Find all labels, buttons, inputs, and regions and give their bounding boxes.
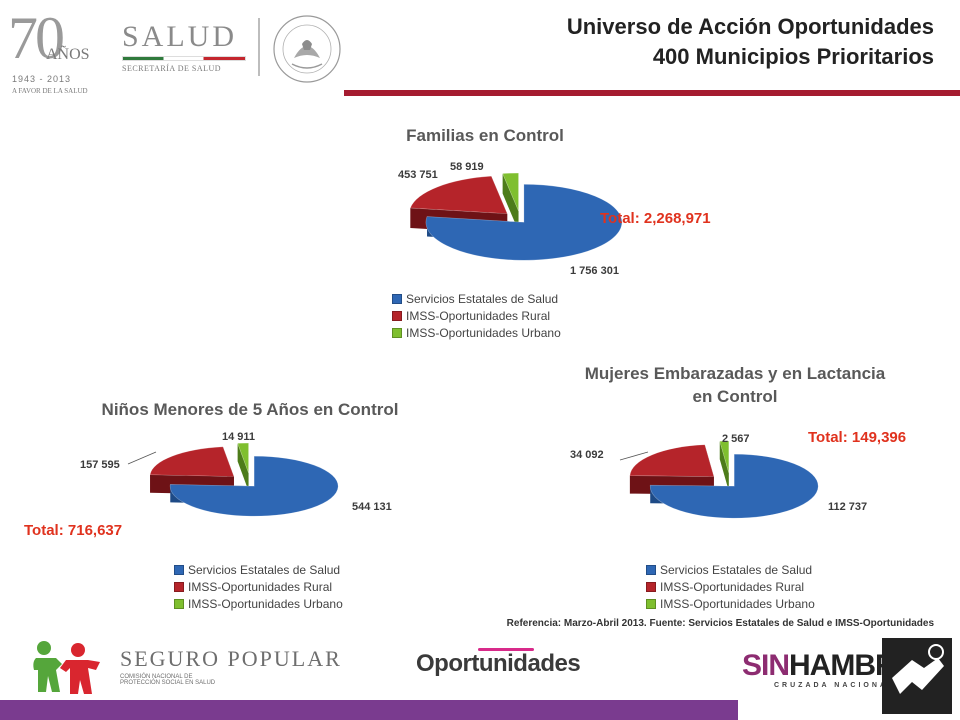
data-label-slice-rural: 157 595 — [80, 459, 120, 471]
slice-wall — [502, 173, 519, 232]
legend-swatch-red — [392, 310, 402, 321]
sinhambre-hands-icon — [882, 638, 952, 714]
legend-label: IMSS-Oportunidades Rural — [188, 579, 333, 594]
page-title: Universo de Acción Oportunidades 400 Mun… — [567, 12, 934, 72]
legend-label: IMSS-Oportunidades Rural — [660, 579, 805, 594]
chart-familias-total: Total: 2,268,971 — [600, 210, 711, 227]
reference-note: Referencia: Marzo-Abril 2013. Fuente: Se… — [506, 618, 934, 629]
chart-mujeres-title-line1: Mujeres Embarazadas y en Lactancia — [584, 364, 886, 383]
data-label-leader — [127, 451, 157, 465]
legend-item-servicios: Servicios Estatales de Salud — [392, 290, 561, 307]
sinhambre-sin: SIN — [742, 649, 790, 682]
seguro-popular-sub2: PROTECCIÓN SOCIAL EN SALUD — [120, 680, 216, 686]
data-label-slice-servicios: 544 131 — [352, 501, 392, 513]
legend-swatch-blue — [646, 564, 656, 575]
mexico-seal-icon — [273, 15, 341, 83]
slice-top — [149, 446, 235, 477]
slice-wall — [719, 441, 729, 492]
slice-top — [649, 453, 819, 519]
chart-ninos-title: Niños Menores de 5 Años en Control — [101, 400, 399, 419]
page-title-line2: 400 Municipios Prioritarios — [652, 44, 934, 69]
chart-mujeres-title: Mujeres Embarazadas y en Lactancia en Co… — [540, 364, 930, 407]
logo-70-number: 70 — [8, 5, 65, 71]
slice-top — [409, 175, 508, 215]
data-label-slice-urbano: 14 911 — [222, 431, 255, 443]
legend-swatch-green — [174, 598, 184, 609]
pie-slice-servicios — [425, 183, 623, 261]
legend-label: Servicios Estatales de Salud — [660, 562, 813, 577]
pie-slice-urbano — [237, 442, 249, 492]
seguro-popular-name: SEGURO POPULAR — [120, 646, 342, 671]
title-rule — [344, 90, 960, 96]
legend-label: Servicios Estatales de Salud — [188, 562, 341, 577]
legend-item-rural: IMSS-Oportunidades Rural — [392, 307, 561, 324]
chart-mujeres-pie: 112 737 34 092 2 567 — [570, 433, 867, 519]
chart-familias-pie: 1 756 301 453 751 58 919 — [398, 161, 623, 277]
salud-logo-flag-bar — [122, 56, 246, 61]
sinhambre-cruzada: CRUZADA NACIONAL — [774, 682, 896, 689]
legend-item-rural: IMSS-Oportunidades Rural — [646, 578, 815, 595]
data-label-slice-rural: 34 092 — [570, 449, 604, 461]
header-divider — [258, 18, 260, 76]
chart-ninos-pie: 544 131 157 595 14 911 — [80, 431, 392, 517]
slice-top — [502, 172, 519, 212]
pie-slice-urbano — [719, 440, 730, 492]
legend-swatch-green — [392, 327, 402, 338]
slice-top — [425, 183, 623, 261]
logo-70-word: AÑOS — [46, 46, 90, 63]
oportunidades-accent — [478, 648, 534, 651]
bottom-bar — [0, 700, 738, 720]
seguro-popular-logo: SEGURO POPULAR COMISIÓN NACIONAL DE PROT… — [120, 646, 342, 686]
page-title-line1: Universo de Acción Oportunidades — [566, 14, 934, 39]
legend-item-urbano: IMSS-Oportunidades Urbano — [174, 595, 343, 612]
salud-logo-name: SALUD — [122, 20, 238, 53]
seguro-popular-sub1: COMISIÓN NACIONAL DE — [120, 674, 193, 680]
chart-familias-title: Familias en Control — [406, 126, 564, 145]
oportunidades-logo: Oportunidades — [416, 650, 581, 677]
legend-item-servicios: Servicios Estatales de Salud — [646, 561, 815, 578]
chart-familias-legend: Servicios Estatales de Salud IMSS-Oportu… — [392, 290, 561, 341]
chart-mujeres-title-line2: en Control — [692, 387, 778, 406]
slice-top — [719, 440, 730, 474]
data-label-slice-servicios: 1 756 301 — [570, 265, 619, 277]
logo-70-anos: 70 AÑOS 1943 - 2013 A FAVOR DE LA SALUD — [8, 8, 94, 96]
legend-swatch-red — [646, 581, 656, 592]
chart-ninos-legend: Servicios Estatales de Salud IMSS-Oportu… — [174, 561, 343, 612]
chart-mujeres-legend: Servicios Estatales de Salud IMSS-Oportu… — [646, 561, 815, 612]
legend-label: IMSS-Oportunidades Urbano — [188, 596, 343, 611]
logo-70-years: 1943 - 2013 — [12, 74, 72, 84]
pie-slice-servicios — [169, 455, 339, 517]
legend-swatch-blue — [392, 293, 402, 304]
salud-logo: SALUD SECRETARÍA DE SALUD — [122, 22, 246, 73]
logo-70-tagline: A FAVOR DE LA SALUD — [12, 87, 88, 95]
legend-label: IMSS-Oportunidades Urbano — [406, 325, 561, 340]
legend-item-urbano: IMSS-Oportunidades Urbano — [392, 324, 561, 341]
chart-ninos-total: Total: 716,637 — [24, 522, 123, 539]
data-label-slice-urbano: 58 919 — [450, 161, 484, 173]
slice-top — [629, 444, 715, 477]
chart-mujeres-total: Total: 149,396 — [808, 429, 907, 446]
legend-label: IMSS-Oportunidades Rural — [406, 308, 551, 323]
legend-item-rural: IMSS-Oportunidades Rural — [174, 578, 343, 595]
legend-item-urbano: IMSS-Oportunidades Urbano — [646, 595, 815, 612]
legend-swatch-red — [174, 581, 184, 592]
legend-label: IMSS-Oportunidades Urbano — [660, 596, 815, 611]
legend-label: Servicios Estatales de Salud — [406, 291, 559, 306]
seguro-popular-figures-icon — [33, 641, 100, 694]
legend-item-servicios: Servicios Estatales de Salud — [174, 561, 343, 578]
pie-slice-servicios — [649, 453, 819, 519]
data-label-leader — [619, 451, 649, 461]
slice-wall — [237, 443, 249, 492]
slice-top — [237, 442, 249, 474]
slice-top — [169, 455, 339, 517]
data-label-slice-urbano: 2 567 — [722, 433, 750, 445]
salud-logo-subtitle: SECRETARÍA DE SALUD — [122, 64, 222, 73]
legend-swatch-green — [646, 598, 656, 609]
legend-swatch-blue — [174, 564, 184, 575]
data-label-slice-servicios: 112 737 — [828, 501, 867, 513]
pie-slice-urbano — [502, 172, 519, 232]
data-label-slice-rural: 453 751 — [398, 169, 438, 181]
